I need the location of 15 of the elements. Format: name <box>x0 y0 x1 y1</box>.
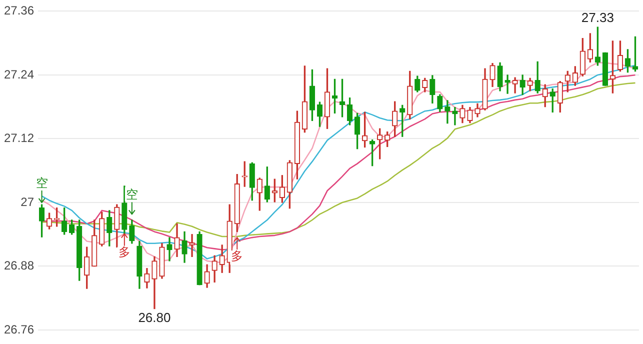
annotation: 27.33 <box>581 10 614 26</box>
y-tick-label: 27.12 <box>4 131 34 146</box>
annotation: 多 <box>231 248 244 263</box>
annotation: 多 <box>118 245 130 260</box>
y-tick-label: 27.36 <box>4 4 34 18</box>
candlestick <box>166 237 172 262</box>
candlestick <box>189 234 195 258</box>
candlestick <box>444 100 450 124</box>
y-tick-label: 26.76 <box>4 322 34 336</box>
y-tick-label: 27 <box>20 194 34 209</box>
annotation: 26.80 <box>138 310 171 325</box>
y-tick-label: 26.88 <box>4 258 34 273</box>
annotation: 空 <box>36 176 48 190</box>
y-tick-label: 27.24 <box>4 67 34 82</box>
annotation: 空 <box>126 187 138 202</box>
